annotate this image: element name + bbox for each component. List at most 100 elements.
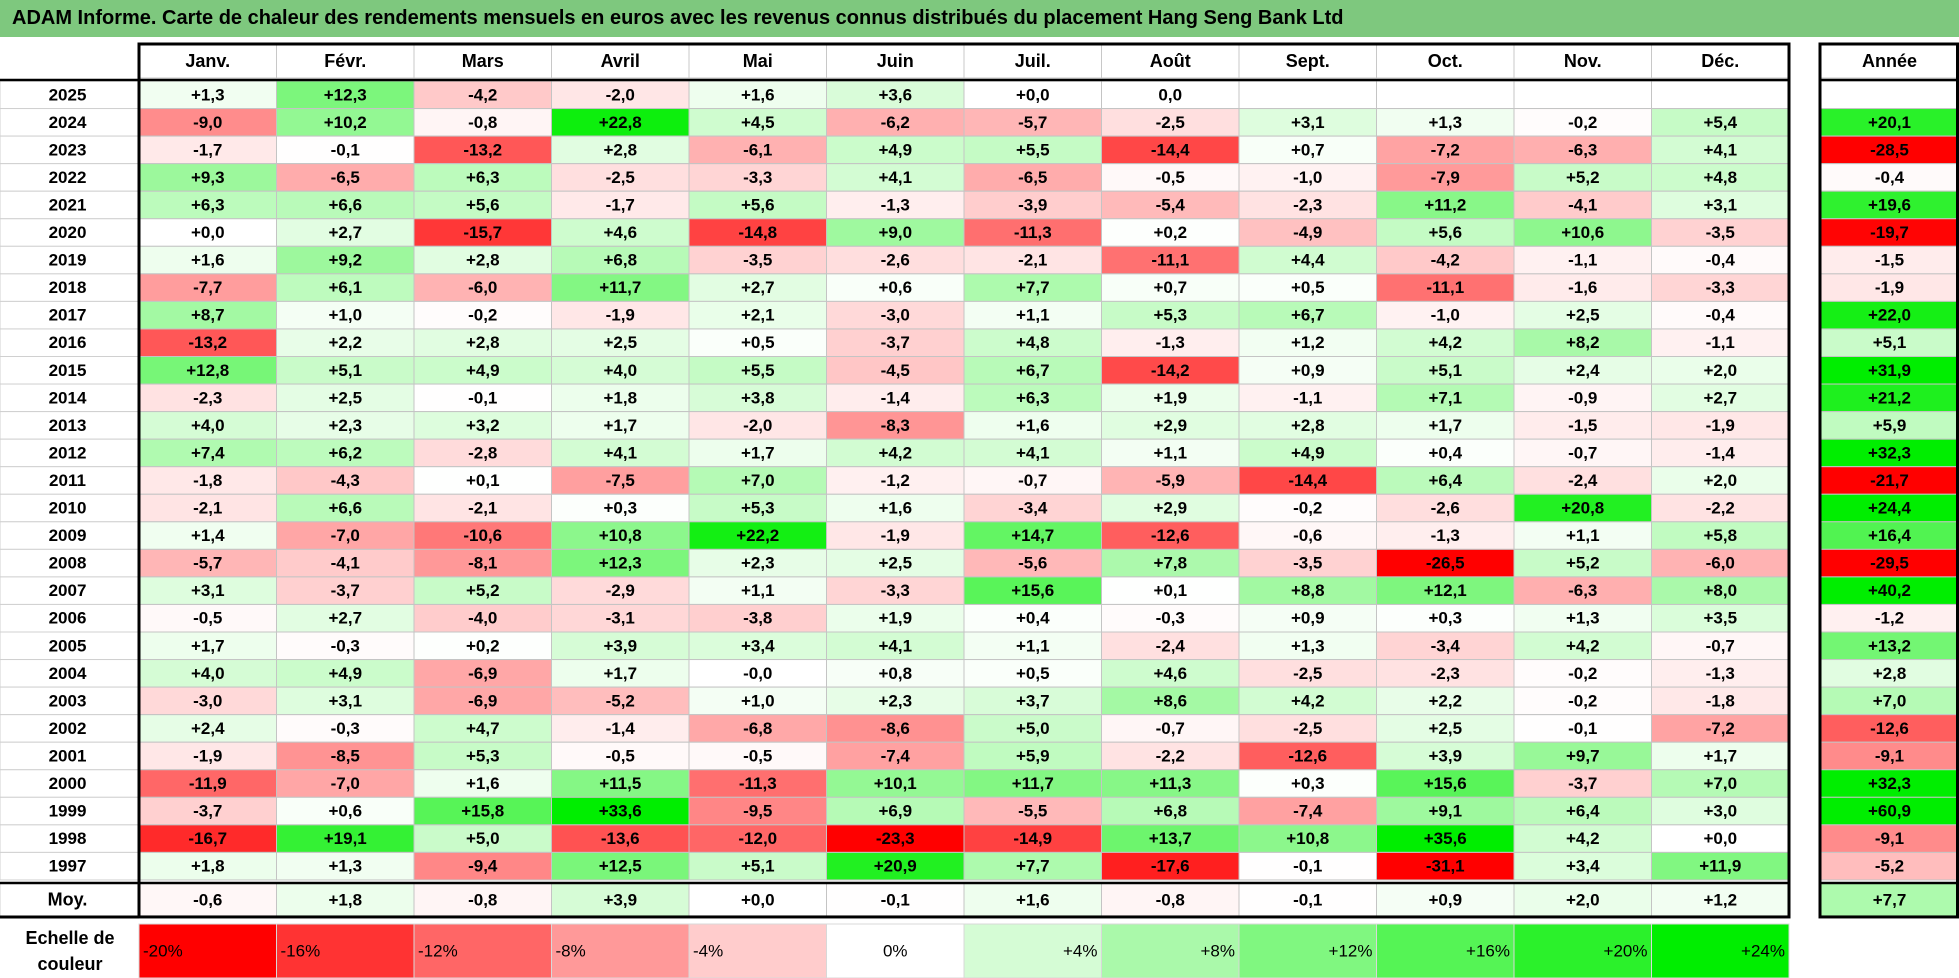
annual-cell: [1819, 163, 1959, 192]
year-label: 2024: [49, 113, 87, 132]
heatmap-cell: [688, 741, 827, 771]
heatmap-cell: [688, 603, 827, 633]
year-label: 1997: [49, 857, 87, 876]
heatmap-cell: [1376, 356, 1515, 385]
heatmap-cell-value: -13,2: [188, 333, 227, 352]
heatmap-cell-value: +0,5: [741, 333, 775, 352]
heatmap-cell-value: -5,9: [1156, 471, 1185, 490]
heatmap-cell-value: +2,0: [1703, 361, 1737, 380]
heatmap-cell-value: -3,7: [881, 333, 910, 352]
heatmap-cell-value: -3,0: [193, 691, 222, 710]
heatmap-grid: [0, 43, 1959, 918]
year-header-label: Année: [1862, 51, 1917, 71]
month-header-cell: [138, 43, 277, 79]
heatmap-cell: [1101, 851, 1240, 881]
heatmap-cell-value: +2,2: [1428, 691, 1462, 710]
heatmap-cell-value: -12,6: [1151, 526, 1190, 545]
heatmap-cell: [413, 741, 552, 771]
month-header-label: Avril: [601, 51, 640, 71]
heatmap-cell: [963, 438, 1102, 468]
heatmap-cell-value: +9,2: [328, 251, 362, 270]
heatmap-cell-value: +4,8: [1703, 168, 1737, 187]
heatmap-cell: [826, 383, 965, 413]
heatmap-cell-value: -3,9: [1018, 195, 1047, 214]
heatmap-cell-value: +6,6: [328, 195, 362, 214]
heatmap-cell-value: -3,7: [331, 581, 360, 600]
annual-cell-value: -9,1: [1875, 829, 1904, 848]
heatmap-cell-value: -7,0: [331, 774, 360, 793]
year-label-cell: [0, 163, 140, 192]
heatmap-cell-value: +12,5: [599, 857, 642, 876]
heatmap-cell: [1238, 80, 1377, 110]
heatmap-cell: [963, 218, 1102, 247]
heatmap-cell-value: +6,2: [328, 443, 362, 462]
month-header-label: Sept.: [1286, 51, 1330, 71]
heatmap-cell: [1651, 328, 1790, 358]
heatmap-cell-value: +10,8: [1286, 829, 1329, 848]
heatmap-cell: [1651, 80, 1790, 110]
heatmap-cell: [1513, 769, 1652, 798]
heatmap-cell-value: -0,7: [1706, 636, 1735, 655]
heatmap-cell: [413, 135, 552, 165]
annual-cell-value: -29,5: [1870, 554, 1909, 573]
heatmap-cell-value: +7,4: [191, 443, 225, 462]
heatmap-cell: [276, 796, 415, 826]
heatmap-cell: [688, 383, 827, 413]
heatmap-cell-value: -4,3: [331, 471, 360, 490]
heatmap-cell: [1376, 851, 1515, 881]
heatmap-cell-value: -0,2: [468, 306, 497, 325]
heatmap-cell: [963, 163, 1102, 192]
heatmap-cell-value: +7,0: [741, 471, 775, 490]
heatmap-cell: [688, 80, 827, 110]
heatmap-cell-value: -2,6: [881, 251, 910, 270]
heatmap-cell: [826, 493, 965, 523]
annual-cell-value: -19,7: [1870, 223, 1909, 242]
heatmap-cell: [413, 824, 552, 853]
heatmap-cell: [138, 135, 277, 165]
heatmap-cell: [1238, 328, 1377, 358]
heatmap-cell-value: +1,0: [328, 306, 362, 325]
average-cell-value: +3,9: [603, 890, 637, 909]
heatmap-cell: [551, 493, 690, 523]
heatmap-cell-value: +4,9: [878, 140, 912, 159]
month-header-label: Oct.: [1428, 51, 1463, 71]
heatmap-cell: [276, 603, 415, 633]
heatmap-cell-value: +1,6: [1016, 416, 1050, 435]
heatmap-cell-value: -1,1: [1293, 388, 1322, 407]
heatmap-cell-value: -0,7: [1156, 719, 1185, 738]
heatmap-cell-value: +14,7: [1011, 526, 1054, 545]
annual-cell-value: +5,1: [1873, 333, 1907, 352]
heatmap-cell-value: +2,7: [1703, 388, 1737, 407]
heatmap-cell-value: +1,9: [878, 609, 912, 628]
heatmap-cell: [276, 714, 415, 743]
heatmap-cell: [551, 741, 690, 771]
annual-cell: [1819, 245, 1959, 275]
heatmap-cell-value: -2,1: [193, 499, 222, 518]
heatmap-cell: [1651, 383, 1790, 413]
heatmap-cell: [1101, 245, 1240, 275]
heatmap-cell-value: +2,3: [878, 691, 912, 710]
annual-cell-value: +31,9: [1868, 361, 1911, 380]
heatmap-cell: [551, 603, 690, 633]
heatmap-cell-value: -1,9: [1706, 416, 1735, 435]
heatmap-cell: [276, 851, 415, 881]
heatmap-cell: [688, 163, 827, 192]
heatmap-cell-value: +3,5: [1703, 609, 1737, 628]
heatmap-cell: [1101, 521, 1240, 550]
heatmap-cell: [551, 383, 690, 413]
heatmap-cell: [1376, 438, 1515, 468]
average-cell-value: +0,0: [741, 890, 775, 909]
heatmap-cell: [963, 300, 1102, 330]
year-label-cell: [0, 466, 140, 495]
heatmap-cell-value: +1,7: [603, 664, 637, 683]
heatmap-cell: [1513, 824, 1652, 853]
heatmap-cell-value: -1,3: [1706, 664, 1735, 683]
heatmap-cell-value: +9,7: [1566, 746, 1600, 765]
year-label: 2022: [49, 168, 87, 187]
heatmap-cell: [413, 80, 552, 110]
annual-cell: [1819, 108, 1959, 137]
heatmap-cell: [138, 466, 277, 495]
scale-swatch-label: +12%: [1329, 941, 1373, 960]
heatmap-cell-value: +4,1: [603, 443, 637, 462]
heatmap-cell: [1651, 300, 1790, 330]
